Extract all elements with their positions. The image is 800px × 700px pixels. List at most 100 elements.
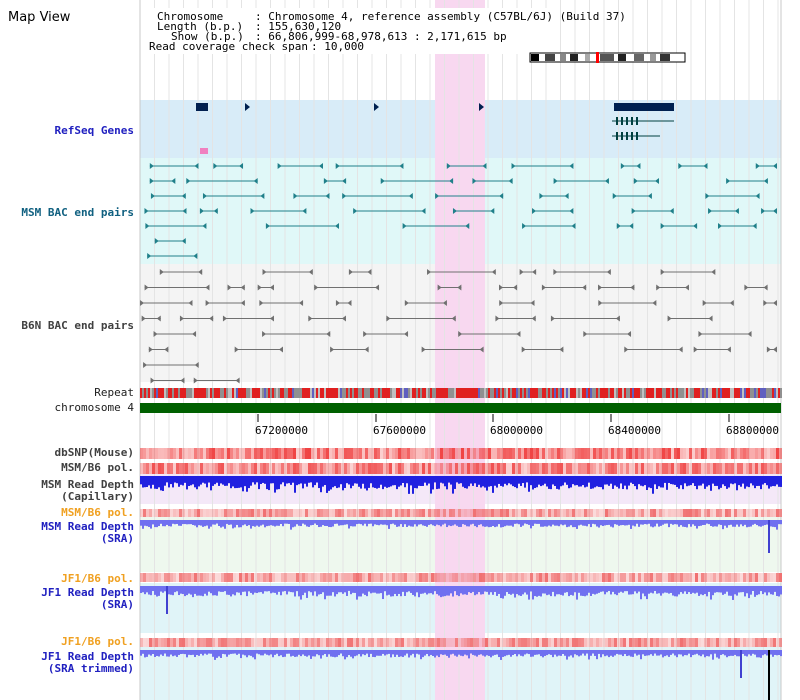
jf1-pol-strip xyxy=(479,573,482,582)
dbsnp-strip xyxy=(557,448,560,459)
jf1-pol-trim-strip xyxy=(392,638,395,647)
msm-capillary-depth-bar xyxy=(660,476,662,488)
jf1-pol-strip xyxy=(272,573,275,582)
msm-sra-depth-bar xyxy=(612,520,614,528)
jf1-pol-trim-strip xyxy=(500,638,503,647)
msm-pol-sra-strip xyxy=(677,509,680,517)
msm-sra-depth-bar xyxy=(692,520,694,525)
repeat-segment xyxy=(654,388,656,398)
jf1-pol-strip xyxy=(257,573,260,582)
jf1-trim-depth-bar xyxy=(318,650,320,656)
dbsnp-strip xyxy=(701,448,704,459)
repeat-segment xyxy=(626,388,628,398)
msm-bac-pair xyxy=(202,193,207,199)
msm-capillary-depth-bar xyxy=(750,476,752,484)
jf1-trim-depth-bar xyxy=(580,650,582,656)
jf1-trim-depth-bar xyxy=(446,650,448,656)
msm-capillary-depth-bar xyxy=(262,476,264,483)
jf1-trim-depth-bar xyxy=(216,650,218,658)
dbsnp-strip xyxy=(467,448,470,459)
jf1-sra-depth-bar xyxy=(656,586,658,594)
msm-b6-pol-label[interactable]: MSM/B6 pol. xyxy=(61,461,134,474)
jf1-pol-trim-strip xyxy=(449,638,452,647)
dbsnp-strip xyxy=(257,448,260,459)
jf1-sra-depth-bar xyxy=(502,586,504,599)
msm-bac-pair xyxy=(616,223,621,229)
repeat-segment xyxy=(284,388,286,398)
refseq-genes-label[interactable]: RefSeq Genes xyxy=(54,124,134,137)
msm-capillary-depth-bar xyxy=(706,476,708,487)
msm-sra-depth-bar xyxy=(436,520,438,525)
jf1-sra-depth-bar xyxy=(468,586,470,593)
msm-capillary-depth-bar xyxy=(534,476,536,489)
msm-pol-sra-strip xyxy=(461,509,464,517)
repeat-segment xyxy=(232,388,234,398)
jf1-trim-depth-bar xyxy=(598,650,600,654)
jf1-pol-trim-strip xyxy=(548,638,551,647)
b6n-bac-pair xyxy=(773,346,777,353)
msm-pol-sra-strip xyxy=(635,509,638,517)
jf1-pol-strip xyxy=(260,573,263,582)
msm-pol-strip xyxy=(506,463,509,474)
msm-pol-strip xyxy=(554,463,557,474)
b6n-bac-label[interactable]: B6N BAC end pairs xyxy=(21,319,134,332)
jf1-depth-sra-label[interactable]: JF1 Read Depth xyxy=(41,586,134,599)
b6n-bac-pair xyxy=(330,346,335,353)
msm-pol-strip xyxy=(359,463,362,474)
dbsnp-strip xyxy=(659,448,662,459)
msm-sra-depth-bar xyxy=(660,520,662,526)
jf1-sra-depth-bar xyxy=(378,586,380,594)
repeat-segment xyxy=(166,388,168,398)
jf1-depth-trimmed-label[interactable]: JF1 Read Depth xyxy=(41,650,134,663)
jf1-trim-depth-bar xyxy=(438,650,440,658)
msm-pol-strip xyxy=(545,463,548,474)
msm-bac-label[interactable]: MSM BAC end pairs xyxy=(21,206,134,219)
msm-sra-depth-bar xyxy=(678,520,680,527)
jf1-pol-strip xyxy=(341,573,344,582)
dbsnp-label[interactable]: dbSNP(Mouse) xyxy=(54,446,134,459)
jf1-pol-strip xyxy=(587,573,590,582)
jf1-pol-strip xyxy=(689,573,692,582)
msm-bac-pair xyxy=(569,163,574,169)
jf1-pol-trim-strip xyxy=(566,638,569,647)
jf1-trim-depth-bar xyxy=(156,650,158,656)
msm-pol-strip xyxy=(731,463,734,474)
jf1-trim-depth-bar xyxy=(192,650,194,655)
jf1-pol-strip xyxy=(275,573,278,582)
msm-sra-depth-bar xyxy=(250,520,252,529)
jf1-trim-depth-bar xyxy=(418,650,420,655)
repeat-segment xyxy=(302,388,304,398)
msm-capillary-depth-bar xyxy=(558,476,560,490)
msm-pol-strip xyxy=(188,463,191,474)
msm-bac-pair xyxy=(636,163,641,169)
msm-depth-sra-label[interactable]: MSM Read Depth xyxy=(41,520,134,533)
jf1-trim-depth-bar xyxy=(442,650,444,655)
jf1-b6-pol-label[interactable]: JF1/B6 pol. xyxy=(61,572,134,585)
msm-pol-strip xyxy=(290,463,293,474)
msm-sra-depth-bar xyxy=(696,520,698,529)
jf1-trim-depth-bar xyxy=(440,650,442,655)
jf1-trim-depth-bar xyxy=(472,650,474,655)
repeat-segment xyxy=(574,388,576,398)
repeat-segment xyxy=(352,388,354,398)
jf1-b6-pol-trim-label[interactable]: JF1/B6 pol. xyxy=(61,635,134,648)
jf1-trim-depth-bar xyxy=(188,650,190,655)
msm-pol-sra-strip xyxy=(290,509,293,517)
msm-pol-strip xyxy=(242,463,245,474)
msm-depth-capillary-label[interactable]: MSM Read Depth xyxy=(41,478,134,491)
repeat-segment xyxy=(388,388,390,398)
b6n-bac-pair xyxy=(667,315,672,322)
jf1-trim-depth-bar xyxy=(342,650,344,657)
msm-capillary-depth-bar xyxy=(378,476,380,488)
msm-b6-pol-sra-label[interactable]: MSM/B6 pol. xyxy=(61,506,134,519)
jf1-pol-strip xyxy=(608,573,611,582)
dbsnp-strip xyxy=(167,448,170,459)
msm-bac-pair xyxy=(302,208,307,214)
msm-capillary-depth-bar xyxy=(550,476,552,490)
dbsnp-strip xyxy=(725,448,728,459)
jf1-sra-depth-bar xyxy=(748,586,750,599)
jf1-sra-depth-bar xyxy=(552,586,554,592)
jf1-pol-trim-strip xyxy=(437,638,440,647)
jf1-pol-trim-strip xyxy=(641,638,644,647)
